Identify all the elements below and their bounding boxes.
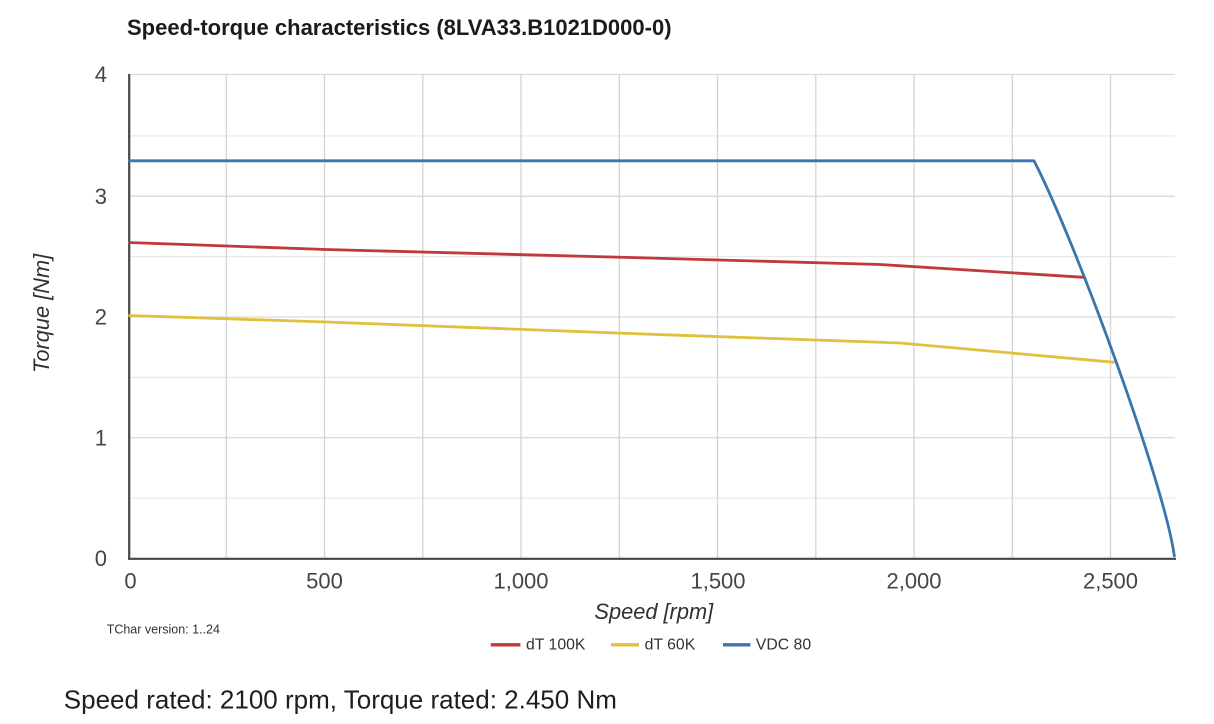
svg-text:3: 3 [95, 184, 107, 209]
svg-text:2,000: 2,000 [886, 569, 941, 594]
svg-text:Speed [rpm]: Speed [rpm] [594, 599, 714, 624]
svg-text:dT 100K: dT 100K [526, 636, 586, 653]
svg-text:0: 0 [124, 569, 136, 594]
svg-text:1,500: 1,500 [690, 569, 745, 594]
svg-text:1,000: 1,000 [493, 569, 548, 594]
svg-text:4: 4 [95, 62, 107, 87]
svg-text:VDC 80: VDC 80 [756, 636, 812, 653]
svg-text:0: 0 [95, 546, 107, 571]
svg-text:dT 60K: dT 60K [645, 636, 696, 653]
svg-text:2: 2 [95, 305, 107, 330]
svg-text:Speed rated: 2100 rpm, Torque: Speed rated: 2100 rpm, Torque rated: 2.4… [64, 685, 617, 715]
svg-text:TChar version: 1..24: TChar version: 1..24 [107, 623, 220, 637]
svg-text:Torque [Nm]: Torque [Nm] [29, 253, 54, 373]
svg-text:1: 1 [95, 426, 107, 451]
svg-text:500: 500 [306, 569, 343, 594]
svg-text:2,500: 2,500 [1083, 569, 1138, 594]
svg-text:Speed-torque characteristics (: Speed-torque characteristics (8LVA33.B10… [127, 15, 672, 40]
